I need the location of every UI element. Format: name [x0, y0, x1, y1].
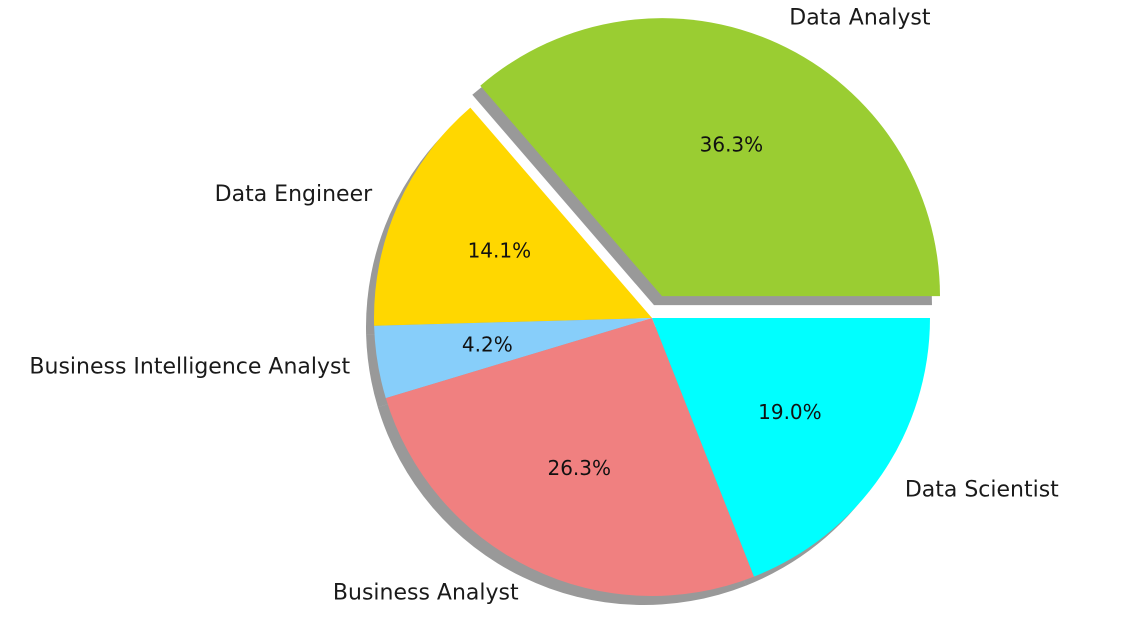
pct-label-business-analyst: 26.3% [547, 456, 611, 480]
category-label-data-engineer: Data Engineer [215, 182, 373, 207]
slice-data-scientist [652, 318, 930, 577]
category-label-data-scientist: Data Scientist [905, 478, 1059, 503]
category-label-business-analyst: Business Analyst [333, 581, 519, 606]
category-label-business-intelligence-analyst: Business Intelligence Analyst [29, 354, 350, 379]
pct-label-business-intelligence-analyst: 4.2% [462, 333, 513, 357]
pct-label-data-scientist: 19.0% [758, 400, 822, 424]
slice-business-intelligence-analyst [374, 318, 652, 399]
pct-label-data-engineer: 14.1% [468, 239, 532, 263]
pie-labels: 36.3% Data Analyst 14.1% Data Engineer 4.2% B… [29, 6, 1059, 606]
slice-data-analyst [480, 18, 940, 297]
slice-data-engineer [374, 107, 652, 326]
category-label-data-analyst: Data Analyst [789, 6, 931, 31]
slice-business-analyst [385, 318, 755, 596]
pct-label-data-analyst: 36.3% [700, 133, 764, 157]
pie-slices [374, 18, 940, 596]
